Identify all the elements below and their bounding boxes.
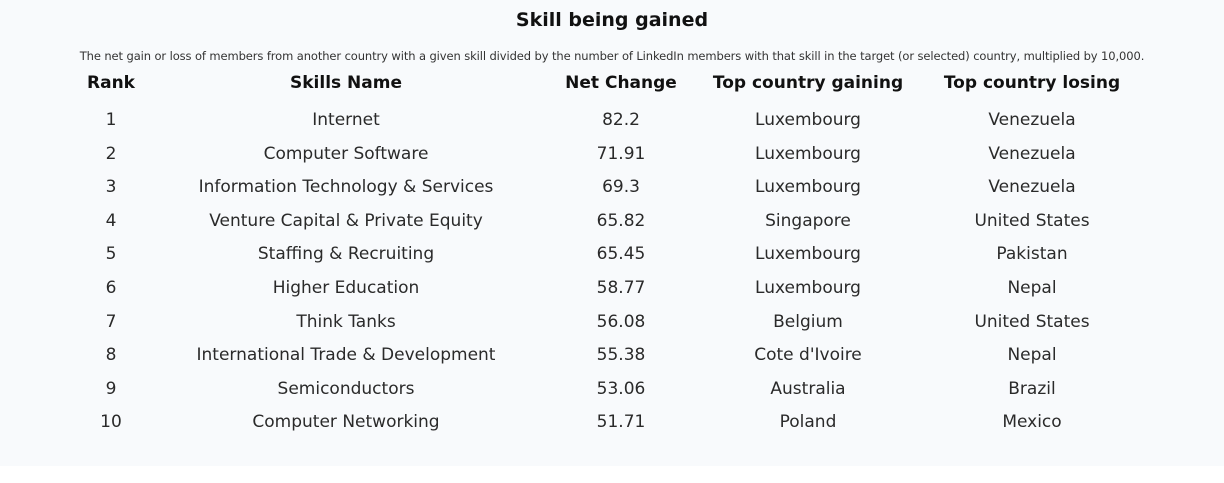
cell-rank: 5 — [105, 244, 117, 264]
chart-title: Skill being gained — [515, 9, 709, 31]
cell-skill-name: Information Technology & Services — [198, 177, 494, 197]
cell-rank: 9 — [105, 379, 117, 399]
header-skills-name: Skills Name — [289, 73, 403, 93]
cell-top-country-losing: Venezuela — [988, 144, 1076, 164]
cell-top-country-losing: Nepal — [1007, 345, 1057, 365]
chart-subtitle: The net gain or loss of members from ano… — [79, 49, 1145, 63]
cell-top-country-losing: Venezuela — [988, 110, 1076, 130]
cell-top-country-gaining: Luxembourg — [755, 110, 861, 130]
header-net-change: Net Change — [565, 73, 677, 93]
cell-top-country-losing: Mexico — [1002, 412, 1062, 432]
cell-top-country-gaining: Australia — [770, 379, 846, 399]
cell-net-change: 69.3 — [602, 177, 640, 197]
header-top-country-gaining: Top country gaining — [712, 73, 904, 93]
cell-net-change: 58.77 — [596, 278, 646, 298]
cell-net-change: 55.38 — [596, 345, 646, 365]
cell-top-country-gaining: Cote d'Ivoire — [754, 345, 862, 365]
cell-rank: 8 — [105, 345, 117, 365]
cell-rank: 7 — [105, 312, 117, 332]
cell-skill-name: Think Tanks — [296, 312, 396, 332]
cell-rank: 6 — [105, 278, 117, 298]
cell-top-country-losing: United States — [974, 211, 1090, 231]
cell-net-change: 71.91 — [596, 144, 646, 164]
cell-skill-name: Staffing & Recruiting — [257, 244, 435, 264]
cell-top-country-gaining: Luxembourg — [755, 278, 861, 298]
cell-net-change: 56.08 — [596, 312, 646, 332]
cell-skill-name: Computer Software — [263, 144, 429, 164]
cell-top-country-losing: Nepal — [1007, 278, 1057, 298]
cell-skill-name: Semiconductors — [277, 379, 415, 399]
header-top-country-losing: Top country losing — [943, 73, 1121, 93]
cell-skill-name: Higher Education — [272, 278, 420, 298]
cell-top-country-losing: United States — [974, 312, 1090, 332]
table-panel: Skill being gained The net gain or loss … — [79, 9, 1145, 432]
cell-skill-name: Computer Networking — [252, 412, 440, 432]
header-rank: Rank — [87, 73, 135, 93]
cell-top-country-gaining: Poland — [779, 412, 837, 432]
cell-rank: 3 — [105, 177, 117, 197]
cell-rank: 1 — [105, 110, 117, 130]
cell-top-country-gaining: Luxembourg — [755, 244, 861, 264]
cell-top-country-losing: Pakistan — [996, 244, 1068, 264]
cell-net-change: 53.06 — [596, 379, 646, 399]
cell-top-country-losing: Brazil — [1008, 379, 1056, 399]
cell-top-country-losing: Venezuela — [988, 177, 1076, 197]
cell-top-country-gaining: Singapore — [765, 211, 851, 231]
cell-top-country-gaining: Belgium — [773, 312, 843, 332]
cell-net-change: 82.2 — [602, 110, 640, 130]
cell-rank: 10 — [100, 412, 122, 432]
cell-skill-name: Internet — [312, 110, 380, 130]
cell-top-country-gaining: Luxembourg — [755, 144, 861, 164]
cell-net-change: 51.71 — [596, 412, 646, 432]
cell-skill-name: International Trade & Development — [196, 345, 496, 365]
cell-net-change: 65.82 — [596, 211, 646, 231]
cell-net-change: 65.45 — [596, 244, 646, 264]
cell-skill-name: Venture Capital & Private Equity — [209, 211, 483, 231]
cell-rank: 4 — [105, 211, 117, 231]
cell-rank: 2 — [105, 144, 117, 164]
cell-top-country-gaining: Luxembourg — [755, 177, 861, 197]
